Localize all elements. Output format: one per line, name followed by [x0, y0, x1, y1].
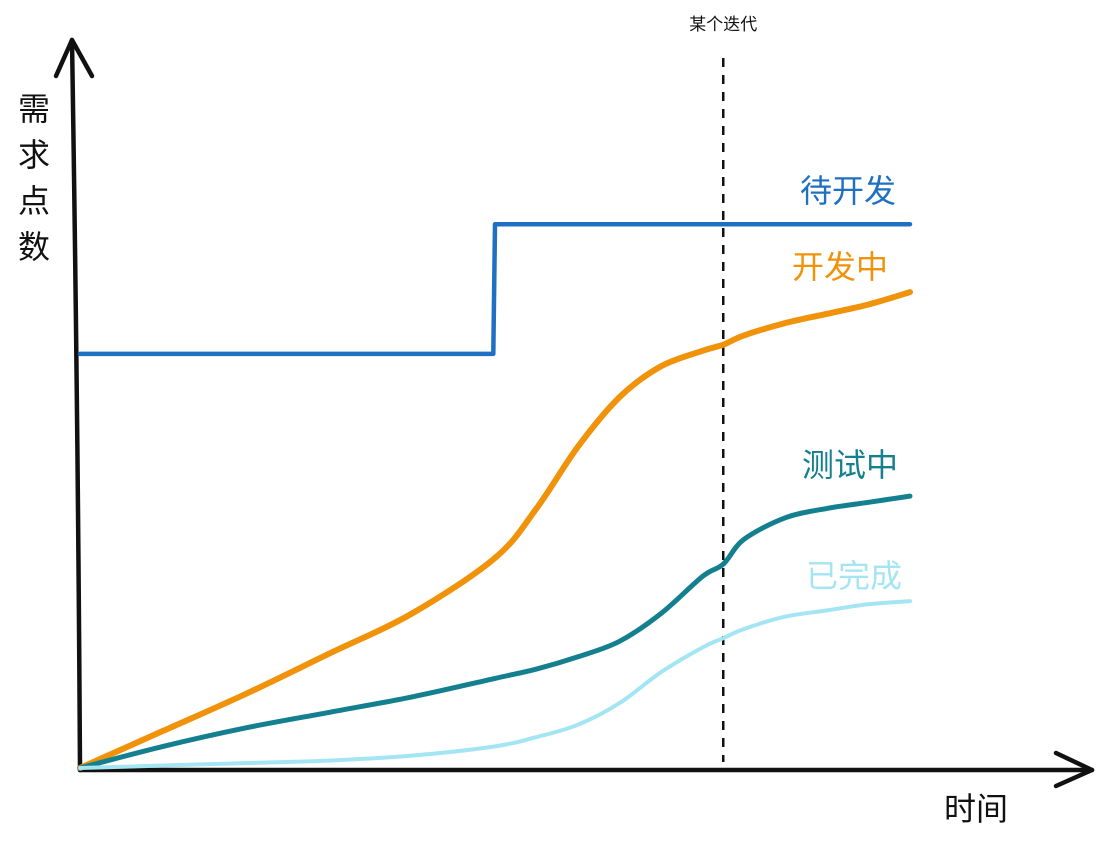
x-axis-arrow	[1053, 750, 1095, 789]
series-layer	[77, 221, 913, 771]
y-axis-arrow	[53, 37, 95, 79]
y-axis	[69, 37, 83, 773]
axis-titles: 需求点数 时间	[18, 90, 1008, 828]
series-line-4	[78, 599, 912, 770]
x-axis-title: 时间	[944, 790, 1008, 828]
series-label-3: 测试中	[802, 446, 898, 484]
series-label-1: 待开发	[800, 172, 896, 210]
y-axis-title: 需求点数	[18, 90, 50, 266]
iteration-marker-label: 某个迭代	[689, 15, 757, 35]
axes	[53, 37, 1095, 789]
series-line-1	[77, 221, 913, 357]
series-line-3	[77, 493, 913, 771]
series-label-2: 开发中	[792, 248, 888, 286]
series-label-4: 已完成	[806, 557, 902, 595]
iteration-marker: 某个迭代	[689, 15, 757, 762]
series-line-2	[77, 289, 913, 771]
x-axis	[77, 767, 1095, 773]
